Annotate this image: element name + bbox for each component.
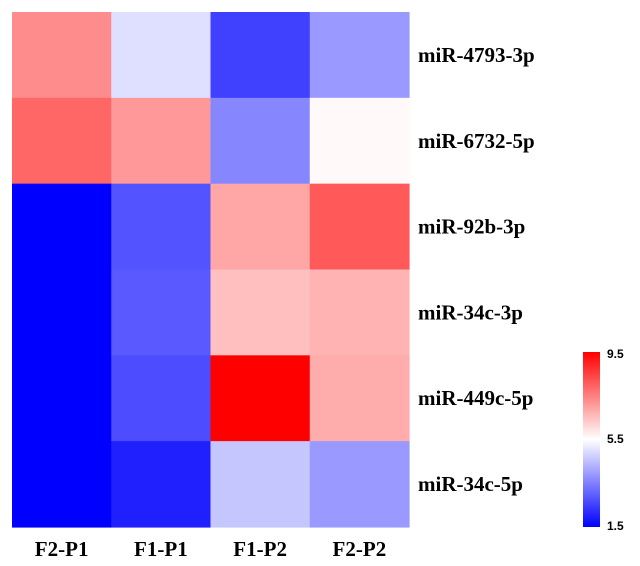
heatmap-cell [309,441,410,528]
row-label: miR-34c-3p [418,300,523,324]
heatmap-cell [12,183,112,271]
heatmap-cell [210,269,311,356]
heatmap-cell [309,183,410,271]
heatmap-cell [111,355,212,442]
heatmap-cell [309,355,410,442]
heatmap-cell [12,97,112,185]
row-labels: miR-4793-3p miR-6732-5p miR-92b-3p miR-34c-… [418,43,535,496]
row-label: miR-6732-5p [418,129,535,153]
heatmap-cell [210,97,311,185]
column-label: F2-P1 [35,537,89,561]
colorbar-tick-min: 1.5 [607,519,624,533]
heatmap-cell [111,183,212,271]
row-label: miR-34c-5p [418,472,523,496]
column-label: F1-P2 [233,537,287,561]
row-label: miR-4793-3p [418,43,535,67]
column-label: F1-P1 [134,537,188,561]
heatmap-cell [210,183,311,271]
colorbar-gradient [583,352,600,527]
column-labels: F2-P1 F1-P1 F1-P2 F2-P2 [35,537,386,561]
heatmap-cell [12,441,112,528]
heatmap-cell [12,269,112,356]
colorbar-tick-mid: 5.5 [607,432,624,446]
heatmap-cell [210,355,311,442]
heatmap-cell [309,97,410,185]
heatmap-cell [309,12,410,99]
colorbar: 9.5 5.5 1.5 [583,347,624,533]
heatmap-cells [12,12,410,528]
heatmap-cell [111,12,212,99]
row-label: miR-449c-5p [418,386,533,410]
heatmap-cell [111,269,212,356]
heatmap-cell [12,12,112,99]
heatmap-cell [309,269,410,356]
heatmap-cell [210,12,311,99]
heatmap-cell [111,441,212,528]
heatmap-cell [210,441,311,528]
row-label: miR-92b-3p [418,215,525,239]
heatmap-cell [111,97,212,185]
heatmap-cell [12,355,112,442]
colorbar-tick-max: 9.5 [607,347,624,361]
column-label: F2-P2 [333,537,387,561]
